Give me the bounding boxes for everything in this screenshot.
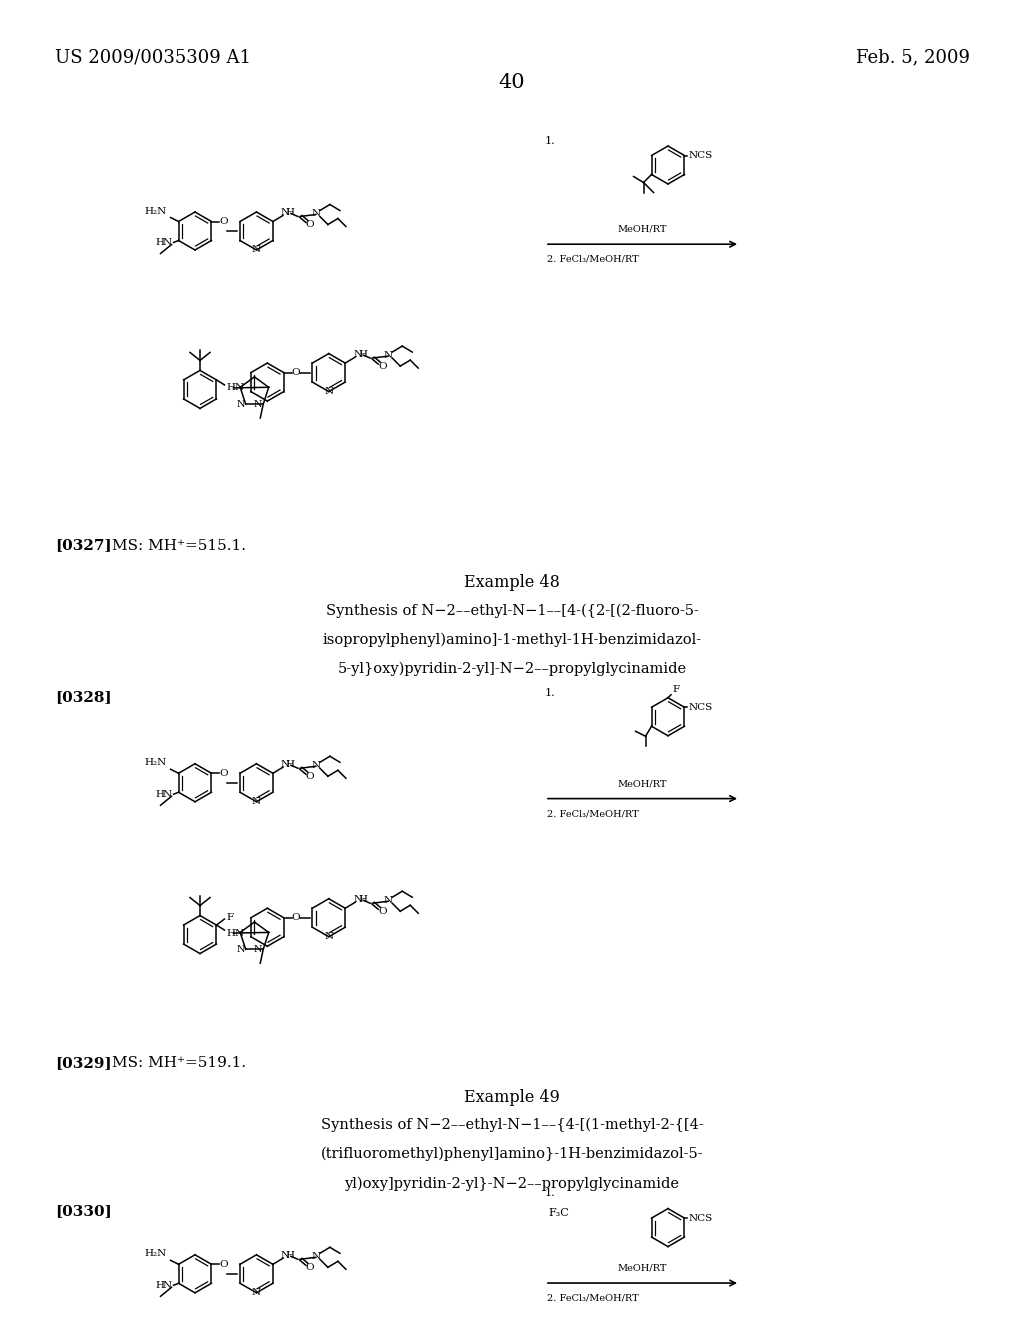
- Text: N: N: [163, 1280, 172, 1290]
- Text: N: N: [281, 760, 290, 768]
- Text: N: N: [281, 1251, 290, 1259]
- Text: 1.: 1.: [545, 688, 556, 698]
- Text: NCS: NCS: [688, 1213, 713, 1222]
- Text: MeOH/RT: MeOH/RT: [617, 1263, 667, 1272]
- Text: H: H: [358, 350, 368, 359]
- Text: isopropylphenyl)amino]-1-methyl-1H-benzimidazol-: isopropylphenyl)amino]-1-methyl-1H-benzi…: [323, 632, 701, 647]
- Text: N: N: [325, 932, 334, 941]
- Text: H: H: [358, 895, 368, 904]
- Text: O: O: [292, 913, 300, 923]
- Text: 1.: 1.: [545, 136, 556, 147]
- Text: N: N: [252, 246, 261, 255]
- Text: 2. FeCl₃/MeOH/RT: 2. FeCl₃/MeOH/RT: [547, 255, 639, 264]
- Text: MS: MH⁺=519.1.: MS: MH⁺=519.1.: [112, 1056, 246, 1071]
- Text: O: O: [292, 368, 300, 378]
- Text: O: O: [219, 216, 227, 226]
- Text: H: H: [286, 760, 295, 768]
- Text: O: O: [219, 1259, 227, 1269]
- Text: HN: HN: [226, 928, 245, 937]
- Text: 5-yl}oxy)pyridin-2-yl]-N−2––propylglycinamide: 5-yl}oxy)pyridin-2-yl]-N−2––propylglycin…: [338, 661, 686, 676]
- Text: 2. FeCl₃/MeOH/RT: 2. FeCl₃/MeOH/RT: [547, 1294, 639, 1303]
- Text: N: N: [325, 387, 334, 396]
- Text: O: O: [305, 772, 314, 780]
- Text: O: O: [219, 768, 227, 777]
- Text: N: N: [311, 1251, 321, 1261]
- Text: N: N: [163, 238, 172, 247]
- Text: NCS: NCS: [688, 150, 713, 160]
- Text: F₃C: F₃C: [548, 1208, 568, 1218]
- Text: F: F: [672, 685, 679, 694]
- Text: F: F: [226, 912, 233, 921]
- Text: 40: 40: [499, 73, 525, 91]
- Text: O: O: [378, 362, 386, 371]
- Text: Synthesis of N−2––ethyl-N−1––{4-[(1-methyl-2-{[4-: Synthesis of N−2––ethyl-N−1––{4-[(1-meth…: [321, 1118, 703, 1133]
- Text: N: N: [311, 760, 321, 770]
- Text: (trifluoromethyl)phenyl]amino}-1H-benzimidazol-5-: (trifluoromethyl)phenyl]amino}-1H-benzim…: [321, 1147, 703, 1162]
- Text: [0330]: [0330]: [55, 1204, 112, 1218]
- Text: US 2009/0035309 A1: US 2009/0035309 A1: [55, 49, 251, 67]
- Text: H: H: [156, 238, 165, 247]
- Text: H: H: [156, 789, 165, 799]
- Text: O: O: [305, 1263, 314, 1271]
- Text: H: H: [156, 1280, 165, 1290]
- Text: Feb. 5, 2009: Feb. 5, 2009: [856, 49, 970, 67]
- Text: H: H: [286, 1251, 295, 1259]
- Text: Example 48: Example 48: [464, 574, 560, 591]
- Text: Synthesis of N−2––ethyl-N−1––[4-({2-[(2-fluoro-5-: Synthesis of N−2––ethyl-N−1––[4-({2-[(2-…: [326, 603, 698, 618]
- Text: N: N: [163, 789, 172, 799]
- Text: N: N: [311, 209, 321, 218]
- Text: 1.: 1.: [545, 1188, 556, 1199]
- Text: N: N: [237, 400, 245, 408]
- Text: O: O: [378, 907, 386, 916]
- Text: N: N: [384, 351, 393, 359]
- Text: N: N: [384, 896, 393, 904]
- Text: N: N: [252, 797, 261, 807]
- Text: N: N: [353, 895, 362, 904]
- Text: Example 49: Example 49: [464, 1089, 560, 1106]
- Text: [0327]: [0327]: [55, 539, 112, 553]
- Text: N: N: [353, 350, 362, 359]
- Text: MeOH/RT: MeOH/RT: [617, 779, 667, 788]
- Text: NCS: NCS: [688, 702, 713, 711]
- Text: H₂N: H₂N: [144, 758, 167, 767]
- Text: MS: MH⁺=515.1.: MS: MH⁺=515.1.: [112, 539, 246, 553]
- Text: HN: HN: [226, 383, 245, 392]
- Text: H₂N: H₂N: [144, 206, 167, 215]
- Text: [0329]: [0329]: [55, 1056, 112, 1071]
- Text: MeOH/RT: MeOH/RT: [617, 224, 667, 234]
- Text: N: N: [252, 1288, 261, 1298]
- Text: [0328]: [0328]: [55, 690, 112, 705]
- Text: H₂N: H₂N: [144, 1249, 167, 1258]
- Text: H: H: [286, 209, 295, 216]
- Text: yl)oxy]pyridin-2-yl}-N−2––propylglycinamide: yl)oxy]pyridin-2-yl}-N−2––propylglycinam…: [344, 1176, 680, 1191]
- Text: N: N: [254, 945, 262, 953]
- Text: O: O: [305, 220, 314, 228]
- Text: 2. FeCl₃/MeOH/RT: 2. FeCl₃/MeOH/RT: [547, 809, 639, 818]
- Text: N: N: [281, 209, 290, 216]
- Text: N: N: [237, 945, 245, 953]
- Text: N: N: [254, 400, 262, 408]
